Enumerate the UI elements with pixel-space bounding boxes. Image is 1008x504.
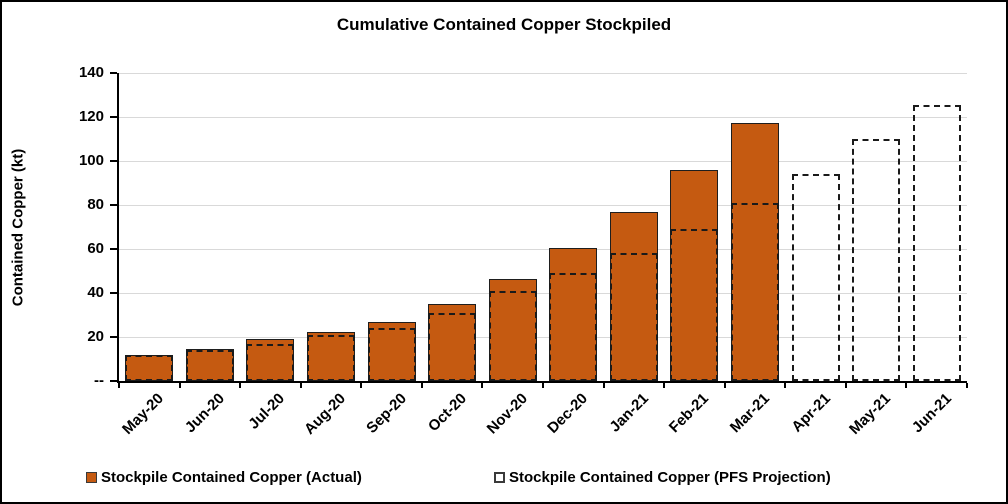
y-axis-label: 60 xyxy=(87,240,104,257)
gridline xyxy=(119,116,967,118)
x-axis-label-Jun-20: Jun-20 xyxy=(181,390,228,437)
y-axis-tick xyxy=(110,72,117,74)
x-axis-tick xyxy=(118,383,120,388)
bar-projection-Mar-21 xyxy=(731,202,779,381)
x-axis-tick xyxy=(300,383,302,388)
gridline xyxy=(119,336,967,338)
plot-area xyxy=(110,72,968,388)
x-axis-tick xyxy=(542,383,544,388)
y-axis-tick xyxy=(110,160,117,162)
legend-label-projection: Stockpile Contained Copper (PFS Projecti… xyxy=(509,469,831,486)
x-axis-label-Jul-20: Jul-20 xyxy=(245,390,289,433)
x-axis-label-Mar-21: Mar-21 xyxy=(726,390,774,437)
legend-swatch-projection-icon xyxy=(494,472,505,483)
bar-projection-Feb-21 xyxy=(670,229,719,381)
x-axis-tick xyxy=(603,383,605,388)
bar-projection-May-20 xyxy=(125,354,174,381)
legend-swatch-actual-icon xyxy=(86,472,97,483)
x-axis-label-Jan-21: Jan-21 xyxy=(606,390,652,436)
x-axis-label-Feb-21: Feb-21 xyxy=(666,390,713,437)
y-axis-label: -- xyxy=(94,372,104,389)
y-axis-tick xyxy=(110,380,117,382)
gridline xyxy=(119,248,967,250)
y-axis-label: 120 xyxy=(78,108,104,125)
x-axis-label-Jun-21: Jun-21 xyxy=(908,390,955,437)
x-axis-label-Aug-20: Aug-20 xyxy=(301,390,350,438)
bar-projection-Jan-21 xyxy=(609,253,658,381)
legend-item-projection: Stockpile Contained Copper (PFS Projecti… xyxy=(494,469,831,486)
bar-projection-Jul-20 xyxy=(246,343,295,381)
gridline xyxy=(119,292,967,294)
x-axis-tick xyxy=(360,383,362,388)
y-axis-label: 20 xyxy=(87,328,104,345)
legend-item-actual: Stockpile Contained Copper (Actual) xyxy=(86,469,362,486)
y-axis-tick xyxy=(110,116,117,118)
x-axis-label-Apr-21: Apr-21 xyxy=(787,390,834,436)
bar-projection-Sep-20 xyxy=(367,328,416,381)
x-axis-tick xyxy=(845,383,847,388)
y-axis-tick xyxy=(110,248,117,250)
bar-projection-Jun-20 xyxy=(185,350,234,381)
gridline xyxy=(119,160,967,162)
chart-title: Cumulative Contained Copper Stockpiled xyxy=(336,15,672,34)
y-axis-tick xyxy=(110,292,117,294)
bar-actual-Oct-20 xyxy=(428,304,477,381)
x-axis-label-May-21: May-21 xyxy=(846,390,895,438)
y-axis-label: 80 xyxy=(87,196,104,213)
y-axis-tick xyxy=(110,336,117,338)
bar-projection-Dec-20 xyxy=(549,273,598,381)
x-axis-tick xyxy=(966,383,968,388)
legend: Stockpile Contained Copper (Actual) Stoc… xyxy=(2,466,1006,492)
y-axis-label: 140 xyxy=(78,64,104,81)
x-axis-tick xyxy=(724,383,726,388)
x-axis-label-Sep-20: Sep-20 xyxy=(362,390,410,437)
bar-projection-Jun-21 xyxy=(912,104,961,381)
x-axis-label-Dec-20: Dec-20 xyxy=(544,390,592,437)
bar-actual-Dec-20 xyxy=(549,247,598,381)
bar-projection-Oct-20 xyxy=(428,312,477,381)
x-axis-tick xyxy=(905,383,907,388)
x-axis-label-Nov-20: Nov-20 xyxy=(483,390,531,438)
x-axis-tick xyxy=(179,383,181,388)
bar-projection-May-21 xyxy=(852,139,901,381)
gridline xyxy=(119,204,967,206)
bar-projection-Aug-20 xyxy=(307,334,355,381)
x-axis-label-Oct-20: Oct-20 xyxy=(425,390,471,436)
x-axis-tick xyxy=(481,383,483,388)
x-axis-tick xyxy=(239,383,241,388)
legend-label-actual: Stockpile Contained Copper (Actual) xyxy=(101,469,362,486)
x-axis-tick xyxy=(421,383,423,388)
y-axis-label: 100 xyxy=(78,152,104,169)
x-axis-label-May-20: May-20 xyxy=(119,390,168,438)
bar-projection-Apr-21 xyxy=(791,174,840,381)
y-axis-tick xyxy=(110,204,117,206)
x-axis-tick xyxy=(663,383,665,388)
bar-projection-Nov-20 xyxy=(488,290,537,381)
gridline xyxy=(119,72,967,74)
x-axis-tick xyxy=(784,383,786,388)
y-axis-label: 40 xyxy=(87,284,104,301)
y-axis-title: Contained Copper (kt) xyxy=(9,148,27,307)
